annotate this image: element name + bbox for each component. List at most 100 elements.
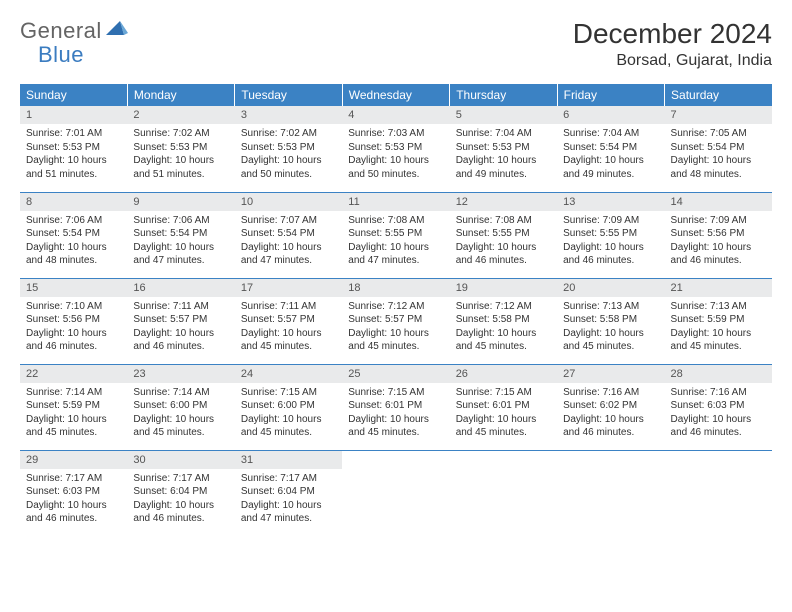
day-number: 23 — [127, 365, 234, 383]
daylight-text-2: and 46 minutes. — [456, 254, 551, 268]
calendar-cell: 19Sunrise: 7:12 AMSunset: 5:58 PMDayligh… — [450, 278, 557, 364]
calendar-cell: 3Sunrise: 7:02 AMSunset: 5:53 PMDaylight… — [235, 106, 342, 192]
day-number: 6 — [557, 106, 664, 124]
daylight-text-2: and 46 minutes. — [26, 512, 121, 526]
location: Borsad, Gujarat, India — [573, 52, 772, 70]
calendar-cell: 31Sunrise: 7:17 AMSunset: 6:04 PMDayligh… — [235, 450, 342, 536]
sunset-text: Sunset: 5:53 PM — [348, 141, 443, 155]
sunset-text: Sunset: 5:54 PM — [563, 141, 658, 155]
sunrise-text: Sunrise: 7:13 AM — [671, 300, 766, 314]
calendar-cell: 14Sunrise: 7:09 AMSunset: 5:56 PMDayligh… — [665, 192, 772, 278]
day-number: 8 — [20, 193, 127, 211]
calendar-cell — [342, 450, 449, 536]
day-details: Sunrise: 7:05 AMSunset: 5:54 PMDaylight:… — [665, 124, 772, 186]
day-details: Sunrise: 7:09 AMSunset: 5:56 PMDaylight:… — [665, 211, 772, 273]
calendar-cell: 26Sunrise: 7:15 AMSunset: 6:01 PMDayligh… — [450, 364, 557, 450]
daylight-text-1: Daylight: 10 hours — [26, 154, 121, 168]
day-number: 5 — [450, 106, 557, 124]
weekday-header: Sunday — [20, 84, 127, 106]
sunrise-text: Sunrise: 7:09 AM — [671, 214, 766, 228]
day-number: 14 — [665, 193, 772, 211]
day-number: 28 — [665, 365, 772, 383]
day-details: Sunrise: 7:02 AMSunset: 5:53 PMDaylight:… — [127, 124, 234, 186]
daylight-text-2: and 46 minutes. — [671, 426, 766, 440]
day-number: 21 — [665, 279, 772, 297]
daylight-text-1: Daylight: 10 hours — [348, 241, 443, 255]
calendar-cell: 1Sunrise: 7:01 AMSunset: 5:53 PMDaylight… — [20, 106, 127, 192]
day-number: 24 — [235, 365, 342, 383]
day-number: 13 — [557, 193, 664, 211]
calendar-cell — [557, 450, 664, 536]
daylight-text-2: and 47 minutes. — [348, 254, 443, 268]
calendar-cell: 29Sunrise: 7:17 AMSunset: 6:03 PMDayligh… — [20, 450, 127, 536]
daylight-text-1: Daylight: 10 hours — [241, 154, 336, 168]
calendar-cell: 10Sunrise: 7:07 AMSunset: 5:54 PMDayligh… — [235, 192, 342, 278]
sunrise-text: Sunrise: 7:15 AM — [348, 386, 443, 400]
sunrise-text: Sunrise: 7:06 AM — [133, 214, 228, 228]
day-number: 2 — [127, 106, 234, 124]
daylight-text-2: and 46 minutes. — [133, 512, 228, 526]
logo-triangle-icon — [106, 19, 128, 35]
daylight-text-1: Daylight: 10 hours — [133, 499, 228, 513]
sunset-text: Sunset: 6:03 PM — [26, 485, 121, 499]
day-number: 31 — [235, 451, 342, 469]
day-number: 7 — [665, 106, 772, 124]
day-number: 10 — [235, 193, 342, 211]
day-details: Sunrise: 7:11 AMSunset: 5:57 PMDaylight:… — [127, 297, 234, 359]
calendar-cell: 2Sunrise: 7:02 AMSunset: 5:53 PMDaylight… — [127, 106, 234, 192]
sunset-text: Sunset: 6:00 PM — [241, 399, 336, 413]
day-number: 4 — [342, 106, 449, 124]
sunrise-text: Sunrise: 7:15 AM — [241, 386, 336, 400]
daylight-text-2: and 49 minutes. — [563, 168, 658, 182]
daylight-text-2: and 46 minutes. — [26, 340, 121, 354]
calendar-cell: 30Sunrise: 7:17 AMSunset: 6:04 PMDayligh… — [127, 450, 234, 536]
sunrise-text: Sunrise: 7:01 AM — [26, 127, 121, 141]
day-details: Sunrise: 7:04 AMSunset: 5:53 PMDaylight:… — [450, 124, 557, 186]
sunset-text: Sunset: 6:01 PM — [348, 399, 443, 413]
daylight-text-2: and 45 minutes. — [563, 340, 658, 354]
sunrise-text: Sunrise: 7:08 AM — [456, 214, 551, 228]
month-title: December 2024 — [573, 18, 772, 50]
daylight-text-1: Daylight: 10 hours — [456, 327, 551, 341]
sunrise-text: Sunrise: 7:02 AM — [133, 127, 228, 141]
daylight-text-1: Daylight: 10 hours — [456, 241, 551, 255]
weekday-header: Saturday — [665, 84, 772, 106]
daylight-text-2: and 45 minutes. — [241, 340, 336, 354]
sunset-text: Sunset: 5:59 PM — [26, 399, 121, 413]
day-details: Sunrise: 7:13 AMSunset: 5:58 PMDaylight:… — [557, 297, 664, 359]
weekday-header: Monday — [127, 84, 234, 106]
logo-text-blue: Blue — [38, 42, 84, 67]
sunset-text: Sunset: 5:58 PM — [456, 313, 551, 327]
calendar-row: 1Sunrise: 7:01 AMSunset: 5:53 PMDaylight… — [20, 106, 772, 192]
calendar-cell: 4Sunrise: 7:03 AMSunset: 5:53 PMDaylight… — [342, 106, 449, 192]
daylight-text-1: Daylight: 10 hours — [563, 413, 658, 427]
logo: General — [20, 18, 108, 44]
daylight-text-2: and 45 minutes. — [456, 340, 551, 354]
sunrise-text: Sunrise: 7:17 AM — [133, 472, 228, 486]
day-number: 19 — [450, 279, 557, 297]
daylight-text-2: and 50 minutes. — [241, 168, 336, 182]
day-details: Sunrise: 7:08 AMSunset: 5:55 PMDaylight:… — [342, 211, 449, 273]
calendar-cell: 27Sunrise: 7:16 AMSunset: 6:02 PMDayligh… — [557, 364, 664, 450]
day-details: Sunrise: 7:17 AMSunset: 6:04 PMDaylight:… — [127, 469, 234, 531]
sunrise-text: Sunrise: 7:08 AM — [348, 214, 443, 228]
sunrise-text: Sunrise: 7:07 AM — [241, 214, 336, 228]
day-details: Sunrise: 7:08 AMSunset: 5:55 PMDaylight:… — [450, 211, 557, 273]
sunset-text: Sunset: 6:00 PM — [133, 399, 228, 413]
daylight-text-1: Daylight: 10 hours — [456, 154, 551, 168]
day-details: Sunrise: 7:03 AMSunset: 5:53 PMDaylight:… — [342, 124, 449, 186]
calendar-cell: 8Sunrise: 7:06 AMSunset: 5:54 PMDaylight… — [20, 192, 127, 278]
daylight-text-1: Daylight: 10 hours — [133, 241, 228, 255]
daylight-text-1: Daylight: 10 hours — [26, 241, 121, 255]
sunset-text: Sunset: 6:04 PM — [241, 485, 336, 499]
sunset-text: Sunset: 5:56 PM — [26, 313, 121, 327]
day-details: Sunrise: 7:16 AMSunset: 6:02 PMDaylight:… — [557, 383, 664, 445]
calendar-cell — [665, 450, 772, 536]
daylight-text-1: Daylight: 10 hours — [671, 327, 766, 341]
calendar-cell: 7Sunrise: 7:05 AMSunset: 5:54 PMDaylight… — [665, 106, 772, 192]
day-number: 3 — [235, 106, 342, 124]
calendar-cell: 22Sunrise: 7:14 AMSunset: 5:59 PMDayligh… — [20, 364, 127, 450]
calendar-cell: 6Sunrise: 7:04 AMSunset: 5:54 PMDaylight… — [557, 106, 664, 192]
daylight-text-2: and 46 minutes. — [563, 426, 658, 440]
sunrise-text: Sunrise: 7:06 AM — [26, 214, 121, 228]
